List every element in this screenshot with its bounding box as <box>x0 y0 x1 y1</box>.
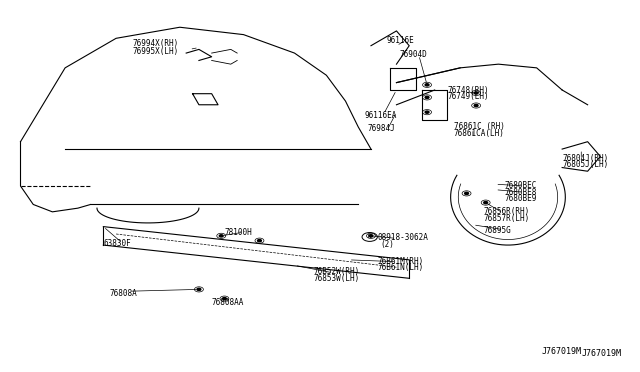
Text: (2): (2) <box>380 240 394 249</box>
Circle shape <box>425 111 429 113</box>
Text: 76B61N(LH): 76B61N(LH) <box>378 263 424 272</box>
Text: 76995X(LH): 76995X(LH) <box>132 47 179 56</box>
Text: 96116E: 96116E <box>387 36 415 45</box>
Text: 76904D: 76904D <box>399 51 428 60</box>
Circle shape <box>257 240 261 242</box>
Text: 78100H: 78100H <box>225 228 252 237</box>
Circle shape <box>474 105 478 107</box>
Text: 7680BEC: 7680BEC <box>505 182 537 190</box>
Text: 76808AA: 76808AA <box>212 298 244 307</box>
Circle shape <box>197 288 201 291</box>
Text: 76748(RH): 76748(RH) <box>447 86 489 94</box>
Text: 76853W(LH): 76853W(LH) <box>314 274 360 283</box>
Circle shape <box>369 235 373 237</box>
Text: 76805J(LH): 76805J(LH) <box>562 160 609 170</box>
Text: 76804J(RH): 76804J(RH) <box>562 154 609 163</box>
Text: 63830F: 63830F <box>103 239 131 248</box>
Text: 76994X(RH): 76994X(RH) <box>132 39 179 48</box>
Circle shape <box>425 84 429 86</box>
Text: J767019M: J767019M <box>581 350 621 359</box>
Text: 76984J: 76984J <box>368 124 396 133</box>
Circle shape <box>474 92 478 94</box>
Text: 76856R(RH): 76856R(RH) <box>484 207 530 217</box>
Text: 76861CA(LH): 76861CA(LH) <box>454 129 505 138</box>
Text: 76857R(LH): 76857R(LH) <box>484 214 530 223</box>
Text: 76808A: 76808A <box>109 289 138 298</box>
Text: 08918-3062A: 08918-3062A <box>378 233 428 242</box>
Text: 96116EA: 96116EA <box>365 111 397 121</box>
Text: 76749(LH): 76749(LH) <box>447 92 489 101</box>
Text: 76B52W(RH): 76B52W(RH) <box>314 267 360 276</box>
Text: 76861C (RH): 76861C (RH) <box>454 122 505 131</box>
Text: 7680BE8: 7680BE8 <box>505 188 537 197</box>
Text: 7680BE9: 7680BE9 <box>505 195 537 203</box>
Circle shape <box>223 298 227 300</box>
Circle shape <box>220 235 223 237</box>
Text: 76895G: 76895G <box>484 226 511 235</box>
Text: J767019M: J767019M <box>541 347 581 356</box>
Circle shape <box>425 96 429 99</box>
Text: N: N <box>368 234 372 240</box>
Circle shape <box>465 192 468 195</box>
Text: 76B61M(RH): 76B61M(RH) <box>378 257 424 266</box>
Circle shape <box>484 202 488 204</box>
